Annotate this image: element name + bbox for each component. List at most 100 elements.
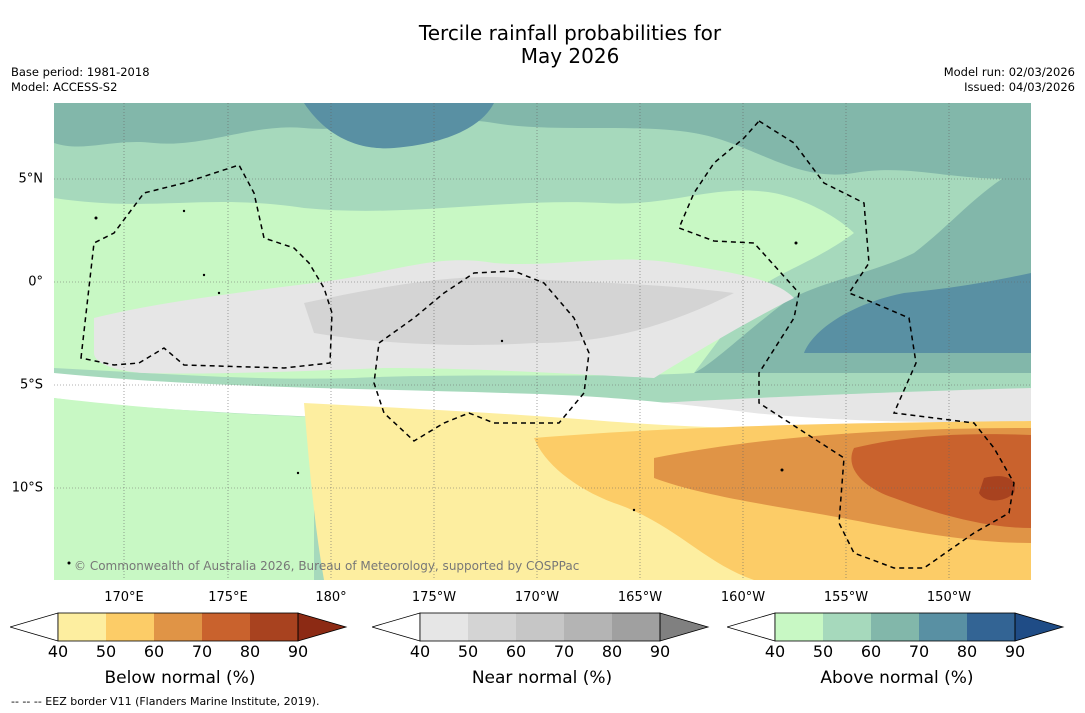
colorbar-tick: 90 [1004,642,1026,661]
colorbar-tick: 80 [601,642,623,661]
issued-date: Issued: 04/03/2026 [964,80,1075,94]
meta-left: Base period: 1981-2018 Model: ACCESS-S2 [11,65,150,95]
field-above-70-right [804,273,1031,353]
island-dot [182,209,186,213]
colorbar-segment [612,613,660,641]
colorbar-segment [919,613,967,641]
map-svg [54,103,1031,580]
colorbar-below: 40 50 60 70 80 90 Below normal (%) [8,612,350,688]
colorbar-near: 40 50 60 70 80 90 Near normal (%) [370,612,712,688]
colorbar-tick: 60 [860,642,882,661]
colorbar-tick: 60 [143,642,165,661]
island-dot [94,216,98,220]
island-dot [794,241,798,245]
colorbar-segment [823,613,871,641]
colorbar-extend-high [659,612,710,642]
colorbar-near-ticks: 40 50 60 70 80 90 [372,642,712,662]
colorbar-segment [202,613,250,641]
colorbar-extend-low [8,612,59,642]
colorbar-tick: 50 [457,642,479,661]
field-above-40-southwest [54,398,314,580]
colorbar-segment [420,613,468,641]
colorbar-segment [564,613,612,641]
eez-kiribati-gilbert [80,164,333,369]
field-above-60-top [54,103,1031,179]
island-dot [780,468,784,472]
eez-footnote: -- -- -- EEZ border V11 (Flanders Marine… [11,695,320,708]
title-line-1: Tercile rainfall probabilities for [418,21,722,45]
colorbar-below-svg [8,612,348,642]
island-dot [217,291,221,295]
colorbar-segment [58,613,106,641]
lat-label-0: 0° [28,274,43,290]
colorbar-tick: 40 [409,642,431,661]
lat-label-5n: 5°N [18,171,44,187]
colorbar-extend-high [1014,612,1065,642]
colorbar-segment [468,613,516,641]
colorbar-segment [775,613,823,641]
field-above-70-top [304,103,494,149]
field-below-80 [979,476,1015,501]
colorbar-tick: 80 [956,642,978,661]
colorbar-frame [774,612,1016,642]
lon-label-155w: 155°W [823,590,869,605]
colorbar-tick: 70 [908,642,930,661]
eez-kiribati-line [678,120,1015,569]
colorbar-below-ticks: 40 50 60 70 80 90 [10,642,350,662]
colorbar-near-label: Near normal (%) [471,668,613,688]
colorbar-near-svg [370,612,710,642]
field-below-70 [851,434,1031,528]
colorbar-extend-high [297,612,348,642]
colorbar-frame [57,612,299,642]
colorbar-frame [419,612,661,642]
island-dot [632,508,636,512]
colorbar-segment [250,613,298,641]
islands [67,209,798,565]
colorbar-above-svg [725,612,1065,642]
colorbar-segment [967,613,1015,641]
colorbar-tick: 40 [47,642,69,661]
colorbar-segment [871,613,919,641]
island-dot [500,339,504,343]
lon-label-170w: 170°W [514,590,560,605]
colorbar-tick: 50 [812,642,834,661]
model-name: Model: ACCESS-S2 [11,80,118,94]
colorbar-tick: 90 [649,642,671,661]
colorbar-above-ticks: 40 50 60 70 80 90 [727,642,1067,662]
lon-label-160w: 160°W [720,590,766,605]
colorbar-extend-low [725,612,776,642]
title-line-2: May 2026 [520,44,620,68]
lon-label-150w: 150°W [926,590,972,605]
lon-label-165w: 165°W [617,590,663,605]
gridlines [54,103,1031,580]
colorbar-tick: 70 [553,642,575,661]
lon-label-175e: 175°E [208,590,248,605]
colorbar-tick: 80 [239,642,261,661]
eez-borders [80,120,1015,569]
colorbar-above-label: Above normal (%) [820,668,974,688]
base-period: Base period: 1981-2018 [11,65,150,79]
field-near-50 [304,277,734,345]
map-title: Tercile rainfall probabilities for May 2… [0,22,1085,68]
colorbar-tick: 70 [191,642,213,661]
probability-map [54,103,1031,580]
lon-label-170e: 170°E [104,590,144,605]
island-dot [67,561,71,565]
island-dot [202,273,206,277]
lat-label-10s: 10°S [11,480,43,496]
lon-label-180: 180° [315,590,347,605]
colorbar-extend-low [370,612,421,642]
colorbar-tick: 40 [764,642,786,661]
lon-label-175w: 175°W [411,590,457,605]
colorbar-above: 40 50 60 70 80 90 Above normal (%) [725,612,1067,688]
colorbar-tick: 60 [505,642,527,661]
copyright-notice: © Commonwealth of Australia 2026, Bureau… [74,559,580,573]
model-run: Model run: 02/03/2026 [943,65,1075,79]
colorbar-tick: 50 [95,642,117,661]
colorbar-segment [106,613,154,641]
colorbar-segment [154,613,202,641]
colorbar-below-label: Below normal (%) [104,668,256,688]
colorbar-tick: 90 [287,642,309,661]
colorbar-segment [516,613,564,641]
lat-label-5s: 5°S [19,377,43,393]
